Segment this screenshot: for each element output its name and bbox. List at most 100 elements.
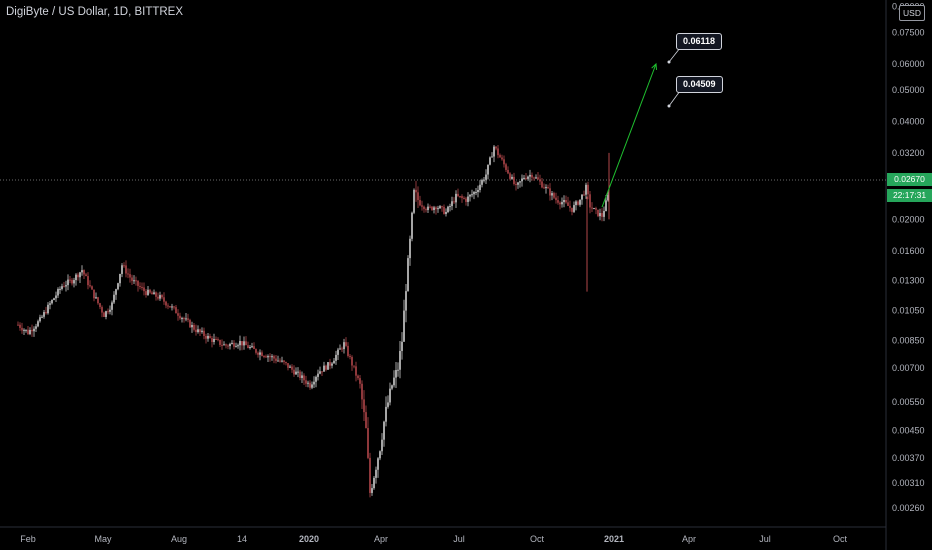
candle-body <box>215 338 217 340</box>
candle-body <box>397 369 399 371</box>
candle-body <box>461 196 463 198</box>
candle-body <box>407 258 409 292</box>
candle-body <box>401 341 403 352</box>
annotation-layer <box>601 47 681 208</box>
candle-body <box>275 358 277 361</box>
candle-body <box>197 329 199 333</box>
candle-body <box>525 177 527 179</box>
candle-body <box>155 292 157 297</box>
candle-body <box>593 208 595 210</box>
candle-body <box>235 346 237 348</box>
candle-body <box>477 190 479 193</box>
candle-body <box>161 295 163 298</box>
candle-body <box>383 421 385 440</box>
candle-body <box>147 289 149 295</box>
candle-body <box>351 357 353 366</box>
candle-body <box>331 363 333 366</box>
candle-body <box>133 280 135 282</box>
time-tick-label: Feb <box>20 534 36 544</box>
candle-body <box>447 206 449 212</box>
candle-body <box>115 289 117 295</box>
candle-body <box>315 376 317 382</box>
candle-body <box>61 286 63 289</box>
candle-body <box>535 177 537 179</box>
price-tick-label: 0.00700 <box>892 363 925 373</box>
candle-body <box>563 199 565 203</box>
candle-body <box>69 279 71 281</box>
candle-body <box>123 265 125 267</box>
chart-title: DigiByte / US Dollar, 1D, BITTREX <box>6 6 184 18</box>
candle-body <box>91 286 93 290</box>
candle-body <box>37 321 39 327</box>
candle-body <box>527 176 529 179</box>
candle-body <box>241 341 243 346</box>
candle-body <box>277 360 279 362</box>
candle-body <box>85 274 87 277</box>
candle-body <box>399 351 401 370</box>
candle-body <box>437 208 439 210</box>
candle-body <box>445 211 447 214</box>
price-tick-label: 0.05000 <box>892 85 925 95</box>
time-tick-label: Oct <box>530 534 545 544</box>
candle-body <box>221 344 223 346</box>
candle-body <box>363 399 365 413</box>
price-tick-label: 0.01050 <box>892 306 925 316</box>
candle-body <box>493 146 495 157</box>
candle-body <box>39 317 41 322</box>
candle-body <box>193 325 195 330</box>
candle-body <box>375 469 377 478</box>
candle-body <box>27 329 29 335</box>
candle-body <box>311 384 313 388</box>
candle-body <box>265 356 267 358</box>
candle-body <box>201 330 203 332</box>
trend-arrow-line[interactable] <box>601 63 657 208</box>
candle-body <box>483 179 485 181</box>
candle-body <box>87 276 89 286</box>
candle-body <box>417 192 419 201</box>
candle-body <box>253 346 255 350</box>
candle-body <box>427 206 429 211</box>
candle-body <box>469 194 471 197</box>
candle-body <box>165 301 167 306</box>
target-callout-high[interactable]: 0.06118 <box>676 33 723 50</box>
callout-anchor-dot <box>667 104 671 108</box>
candle-body <box>209 335 211 339</box>
candle-body <box>489 157 491 165</box>
candle-body <box>357 375 359 379</box>
candle-body <box>29 329 31 335</box>
candle-body <box>339 348 341 350</box>
candle-body <box>131 277 133 281</box>
price-tick-label: 0.00260 <box>892 503 925 513</box>
target-callout-low[interactable]: 0.04509 <box>676 76 723 93</box>
candle-body <box>499 155 501 158</box>
candle-body <box>393 377 395 386</box>
candle-body <box>323 365 325 372</box>
candle-body <box>345 342 347 346</box>
candle-body <box>19 324 21 328</box>
candle-body <box>481 180 483 185</box>
candle-body <box>453 201 455 203</box>
candle-body <box>263 355 265 357</box>
candle-body <box>73 280 75 284</box>
currency-button[interactable]: USD <box>899 5 925 21</box>
candle-body <box>507 169 509 174</box>
candle-body <box>63 286 65 288</box>
candle-body <box>141 286 143 288</box>
candle-body <box>405 291 407 311</box>
price-tick-label: 0.01600 <box>892 246 925 256</box>
candle-body <box>303 375 305 381</box>
candle-body <box>41 316 43 318</box>
candle-body <box>167 305 169 307</box>
candle-body <box>113 294 115 303</box>
candle-body <box>369 457 371 493</box>
trend-arrow-head <box>651 62 658 71</box>
candle-body <box>163 297 165 302</box>
candle-body <box>561 202 563 205</box>
candle-body <box>245 341 247 346</box>
candle-body <box>307 382 309 384</box>
candle-body <box>239 341 241 346</box>
candle-body <box>553 193 555 198</box>
candle-body <box>557 200 559 203</box>
candle-body <box>227 345 229 347</box>
